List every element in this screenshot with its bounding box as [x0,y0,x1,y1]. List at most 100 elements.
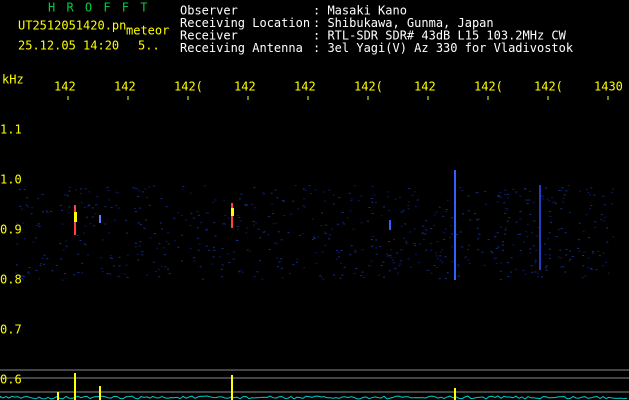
noise [30,213,33,215]
noise [517,234,520,235]
noise [510,271,512,273]
noise [503,194,506,196]
noise [162,247,165,249]
noise [61,279,64,281]
noise [565,249,568,251]
noise [602,220,605,222]
noise [548,257,551,259]
noise [198,243,201,245]
noise [138,190,141,192]
noise [23,276,26,278]
noise [443,232,446,234]
noise [340,250,343,251]
noise [567,185,570,187]
noise [219,256,222,258]
noise [421,225,424,227]
noise [555,236,558,237]
noise [177,212,180,214]
noise [275,222,278,224]
noise [259,237,262,239]
noise [534,262,537,264]
noise [87,204,90,206]
noise [519,250,522,251]
noise [494,236,497,238]
noise [41,211,44,213]
noise [378,274,380,276]
noise [607,272,610,274]
noise [583,251,586,253]
noise [400,249,403,251]
noise [329,234,332,236]
noise [79,193,82,195]
noise [168,243,170,245]
noise [519,211,522,213]
noise [388,270,391,272]
noise [125,219,127,221]
noise [19,205,22,207]
noise [368,207,371,208]
noise [68,190,71,192]
noise [281,200,284,201]
noise [449,236,452,238]
noise [339,277,342,279]
noise [256,271,259,273]
noise [437,258,439,260]
noise [332,203,335,205]
noise [557,256,560,258]
noise [598,255,601,257]
noise [152,185,155,187]
noise [249,250,252,252]
noise [588,237,590,238]
noise [80,202,83,204]
noise [512,189,515,190]
noise [350,245,353,247]
noise [485,203,488,205]
noise [65,194,68,196]
x-label: 142( [474,80,503,94]
noise [550,197,553,199]
noise [541,196,544,197]
noise [562,201,565,203]
noise [252,221,255,222]
noise [560,208,563,210]
noise [394,267,397,269]
noise [450,217,453,219]
noise [236,228,239,230]
noise [324,233,327,234]
noise [197,249,200,251]
noise [547,238,550,240]
noise [545,265,548,267]
noise [532,202,535,204]
noise [303,267,306,268]
noise [529,252,532,254]
info-label: Receiver [180,29,238,43]
noise [450,246,453,248]
noise [23,238,26,240]
noise [133,208,136,209]
noise [421,232,424,234]
noise [340,262,343,264]
noise [357,200,360,202]
noise [141,251,144,253]
noise [606,241,609,243]
noise [468,263,471,264]
noise [421,233,424,234]
noise [514,268,517,270]
noise [451,233,454,235]
noise [228,262,231,263]
noise [460,246,463,248]
noise [321,251,324,253]
noise [88,191,91,193]
noise [159,222,162,224]
noise [232,251,235,253]
noise [205,212,208,214]
noise [544,254,547,256]
noise [507,197,510,199]
noise [336,250,339,252]
noise [375,202,377,203]
noise [499,278,502,280]
noise [136,253,139,255]
noise [296,258,299,260]
